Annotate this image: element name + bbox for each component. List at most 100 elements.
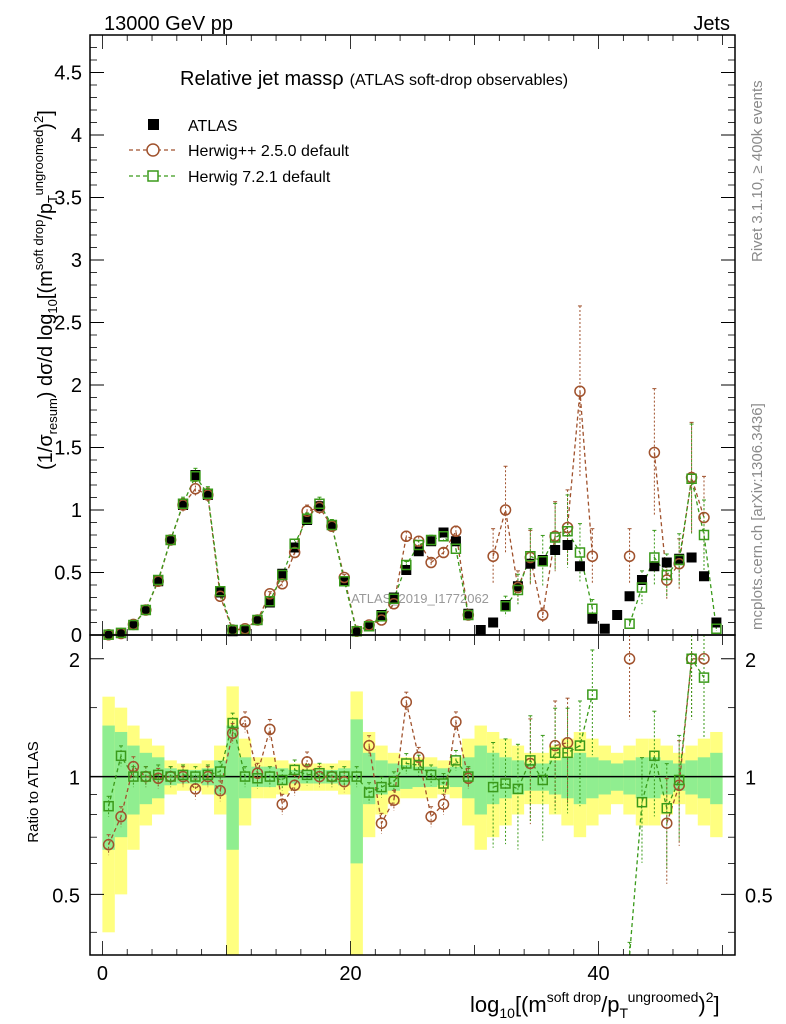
main-y-tick-label: 4.5 (54, 63, 82, 85)
atlas-main-point (500, 600, 511, 610)
herwigpp-ratio-point (388, 794, 400, 806)
atlas-main-point (463, 608, 474, 619)
main-y-tick-label: 4 (71, 125, 82, 147)
herwig7-main-point (549, 532, 561, 543)
atlas-main-point (661, 557, 672, 568)
main-frame: 0 0.5 1 1.5 2 2.5 3 3.5 4 4.5 (54, 34, 736, 647)
herwig7-main-point (115, 627, 127, 639)
herwigpp-ratio-point (363, 739, 375, 752)
plot-title-main: Relative jet mass (180, 68, 332, 90)
herwigpp-ratio-point (437, 798, 450, 810)
main-y-tick-label: 1.5 (54, 438, 82, 460)
legend-marker-herwig7 (147, 170, 159, 182)
herwig7-main-point (525, 551, 536, 562)
ratio-band-inner (685, 760, 698, 795)
herwig7-main-point (277, 569, 288, 581)
atlas-main-point (227, 626, 238, 637)
herwig7-main-point (673, 554, 685, 566)
ratio-y-tick-label-right: 2 (745, 650, 756, 672)
herwig7-main-point (202, 488, 214, 499)
herwig7-main-point (413, 539, 424, 551)
atlas-main-point (450, 536, 461, 547)
herwig7-ratio-point (239, 771, 251, 782)
atlas-main-point (202, 490, 213, 500)
herwig7-main-point (301, 513, 313, 524)
herwig7-ratio-point (487, 781, 499, 793)
ratio-frame: 0.5 0.51 12 20 20 40 (52, 634, 773, 985)
herwigpp-main-point (698, 511, 710, 524)
herwigpp-main-point (623, 550, 636, 562)
main-y-tick-label: 2 (71, 375, 82, 397)
herwigpp-main-point (586, 550, 599, 562)
herwig7-ratio-point (525, 755, 536, 766)
herwigpp-ratio-point (276, 798, 289, 810)
mcplots-label: mcplots.cern.ch [arXiv:1306.3436] (749, 403, 766, 630)
atlas-main-point (686, 552, 697, 563)
herwig7-ratio-point (277, 774, 288, 786)
atlas-main-point (153, 576, 164, 587)
herwig7-main-point (152, 574, 164, 586)
main-y-tick-label: 3 (71, 250, 82, 272)
herwigpp-ratio-point (115, 810, 127, 823)
herwig7-ratio-point (264, 771, 276, 782)
ratio-band-inner (102, 725, 115, 850)
herwig7-main-point (698, 529, 710, 541)
herwig7-ratio-point (649, 750, 660, 762)
herwig7-main-point (438, 531, 449, 542)
herwig7-main-point (649, 552, 660, 563)
herwig7-main-point (190, 471, 201, 482)
atlas-main-point (326, 520, 337, 530)
herwigpp-ratio-point (661, 817, 673, 829)
analysis-watermark: ATLAS_2019_I1772062 (351, 591, 489, 606)
herwig7-ratio-point (500, 778, 511, 789)
herwigpp-ratio-point (412, 751, 425, 764)
herwig7-ratio-point (686, 653, 697, 665)
ratio-y-tick-label: 2 (69, 650, 80, 672)
main-series-layer (102, 305, 722, 641)
legend-label-herwig7: Herwig 7.2.1 default (188, 169, 331, 186)
herwigpp-ratio-point (549, 739, 561, 752)
herwigpp-ratio-point (673, 779, 685, 792)
herwig7-ratio-point (698, 672, 710, 683)
herwig7-main-point (314, 498, 325, 509)
herwig7-ratio-point (202, 769, 214, 781)
herwigpp-main-point (574, 385, 586, 397)
atlas-main-point (178, 500, 189, 510)
herwigpp-ratio-point (698, 653, 710, 665)
ratio-band-inner (350, 719, 363, 864)
herwig7-ratio-point (128, 771, 139, 782)
herwig7-ratio-point (227, 717, 238, 729)
herwig7-ratio-point (190, 771, 201, 782)
herwigpp-ratio-point (189, 783, 202, 795)
herwig7-main-point (214, 586, 226, 597)
ratio-band-inner (139, 752, 153, 805)
herwig7-main-point (326, 519, 338, 531)
atlas-main-point (264, 597, 275, 608)
atlas-main-point (525, 558, 536, 569)
ratio-band-inner (114, 731, 128, 838)
herwigpp-ratio-point (375, 817, 388, 829)
legend-label-herwigpp: Herwig++ 2.5.0 default (188, 143, 350, 160)
atlas-main-point (165, 535, 176, 545)
herwig7-ratio-point (289, 764, 300, 776)
herwigpp-main-point (487, 550, 499, 562)
herwigpp-main-point (425, 556, 437, 569)
atlas-main-point (711, 617, 722, 628)
herwig7-ratio-point (537, 774, 548, 786)
herwig7-ratio-point (438, 778, 449, 789)
herwig7-ratio-point (425, 769, 437, 781)
herwig7-ratio-point (401, 758, 412, 769)
atlas-main-point (550, 545, 561, 555)
atlas-main-point (215, 587, 226, 598)
herwig7-main-point (339, 576, 350, 587)
herwig7-ratio-point (339, 771, 350, 782)
atlas-main-point (488, 617, 499, 628)
atlas-main-point (599, 623, 610, 634)
herwig7-ratio-point (450, 755, 462, 766)
herwigpp-ratio-point (425, 810, 437, 823)
plot-title-sub: (ATLAS soft-drop observables) (350, 72, 568, 89)
legend: ATLAS Herwig++ 2.5.0 default Herwig 7.2.… (129, 118, 350, 186)
atlas-main-point (116, 628, 127, 639)
